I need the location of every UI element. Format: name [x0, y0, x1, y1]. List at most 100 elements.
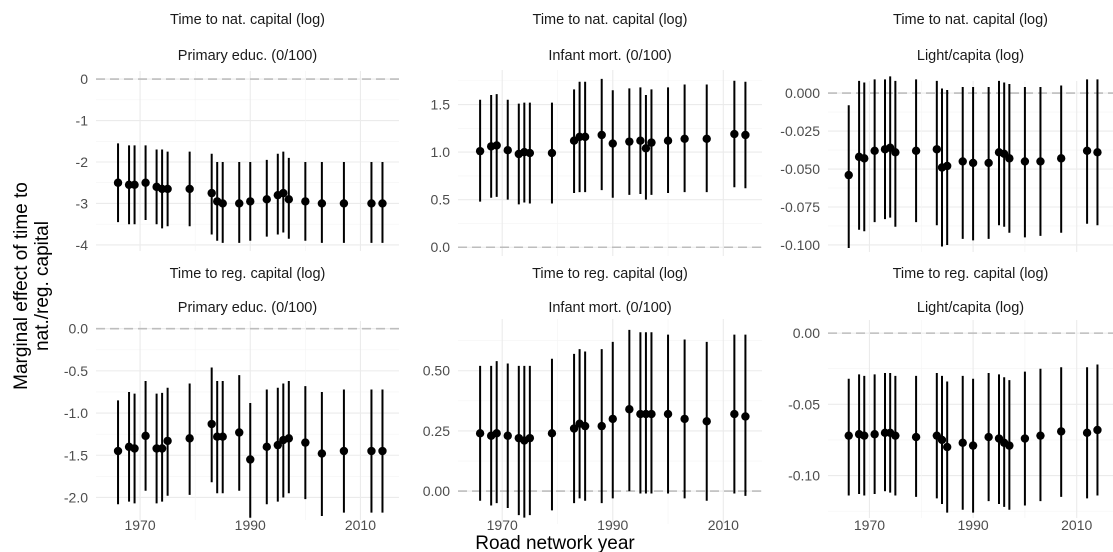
y-tick-label: -0.5	[64, 363, 88, 379]
data-point	[130, 444, 139, 453]
y-tick-label: -0.050	[780, 161, 820, 177]
data-point	[1005, 441, 1014, 450]
data-point	[942, 161, 952, 171]
data-point	[163, 184, 172, 194]
y-tick-label: 0	[80, 71, 88, 87]
strip-row-label: Time to reg. capital (log)	[893, 266, 1049, 282]
data-point	[141, 178, 150, 187]
data-point	[284, 434, 294, 443]
data-point	[968, 441, 978, 450]
strip-row-label: Time to reg. capital (log)	[532, 266, 688, 282]
strip-col-label: Primary educ. (0/100)	[178, 300, 317, 316]
data-point	[492, 429, 501, 438]
data-point	[317, 199, 327, 208]
y-tick-label: 0.00	[793, 325, 820, 341]
y-tick-label: -0.075	[780, 199, 820, 215]
y-tick-label: -0.05	[788, 396, 820, 412]
data-point	[378, 199, 387, 208]
data-point	[525, 148, 535, 158]
data-point	[625, 137, 634, 146]
data-point	[597, 130, 606, 140]
panel-1-2: Time to nat. capital (log) Infant mort. (…	[431, 12, 762, 256]
data-point	[235, 199, 244, 208]
data-point	[378, 446, 387, 456]
data-point	[891, 431, 900, 440]
y-tick-label: -2.0	[64, 489, 88, 505]
data-point	[580, 132, 590, 142]
data-point	[279, 188, 288, 198]
panel-2-1: Time to reg. capital (log) Primary educ. …	[64, 266, 399, 533]
x-tick-label: 1990	[958, 517, 989, 533]
data-point	[141, 431, 150, 441]
data-point	[741, 130, 750, 140]
y-tick-label: -3	[76, 195, 89, 211]
data-point	[958, 157, 967, 166]
data-point	[1020, 157, 1030, 166]
data-point	[246, 455, 255, 464]
y-axis-title-line: Marginal effect of time to	[11, 182, 32, 390]
strip-row-label: Time to nat. capital (log)	[893, 12, 1048, 28]
data-point	[647, 409, 656, 419]
data-point	[580, 421, 590, 431]
strip-row-label: Time to nat. capital (log)	[170, 12, 325, 28]
data-point	[958, 438, 967, 447]
strip-col-label: Light/capita (log)	[917, 48, 1024, 64]
data-point	[860, 431, 869, 440]
y-tick-label: 1.5	[431, 97, 451, 113]
data-point	[185, 184, 194, 194]
data-point	[185, 434, 194, 443]
data-point	[730, 409, 739, 419]
x-tick-label: 2010	[708, 517, 739, 533]
data-point	[741, 412, 750, 421]
x-tick-label: 1970	[854, 517, 885, 533]
data-point	[218, 432, 227, 441]
data-point	[547, 429, 557, 438]
panel-2-2: Time to reg. capital (log) Infant mort. (…	[423, 266, 762, 533]
y-tick-label: -0.025	[780, 123, 820, 139]
strip-row-label: Time to reg. capital (log)	[170, 266, 326, 282]
y-tick-label: 0.0	[69, 321, 89, 337]
y-axis-title: Marginal effect of time tonat./reg. capi…	[11, 182, 53, 390]
data-point	[163, 436, 172, 446]
data-point	[937, 435, 947, 445]
data-point	[860, 154, 869, 163]
y-tick-label: -2	[76, 154, 89, 170]
panel-1-3: Time to nat. capital (log) Light/capita (…	[780, 12, 1113, 253]
data-point	[475, 429, 485, 438]
data-point	[1036, 157, 1045, 166]
data-point	[284, 195, 294, 204]
data-point	[597, 421, 606, 431]
data-point	[702, 134, 711, 143]
data-point	[492, 141, 501, 150]
data-point	[891, 148, 900, 157]
data-point	[911, 432, 921, 442]
data-point	[984, 432, 993, 442]
data-point	[608, 414, 617, 424]
data-point	[680, 134, 689, 143]
data-point	[647, 138, 656, 147]
data-point	[1056, 154, 1066, 163]
data-point	[870, 430, 879, 439]
x-tick-label: 1970	[124, 517, 155, 533]
data-point	[680, 414, 689, 424]
y-tick-label: -0.10	[788, 468, 820, 484]
data-point	[1020, 434, 1030, 443]
data-point	[641, 144, 651, 153]
y-tick-label: -1.5	[64, 447, 88, 463]
data-point	[525, 433, 535, 443]
y-tick-label: 0.000	[785, 85, 820, 101]
data-point	[702, 417, 711, 426]
y-tick-label: 0.25	[423, 423, 450, 439]
y-tick-label: 1.0	[431, 144, 451, 160]
data-point	[367, 446, 376, 456]
panel-2-3: Time to reg. capital (log) Light/capita (…	[788, 266, 1113, 533]
data-point	[475, 146, 485, 156]
x-tick-label: 2010	[345, 517, 376, 533]
panel-1-1: Time to nat. capital (log) Primary educ. …	[76, 12, 399, 253]
data-point	[1005, 154, 1014, 163]
data-point	[663, 409, 673, 419]
strip-row-label: Time to nat. capital (log)	[533, 12, 688, 28]
data-point	[932, 145, 942, 154]
data-point	[547, 148, 557, 158]
